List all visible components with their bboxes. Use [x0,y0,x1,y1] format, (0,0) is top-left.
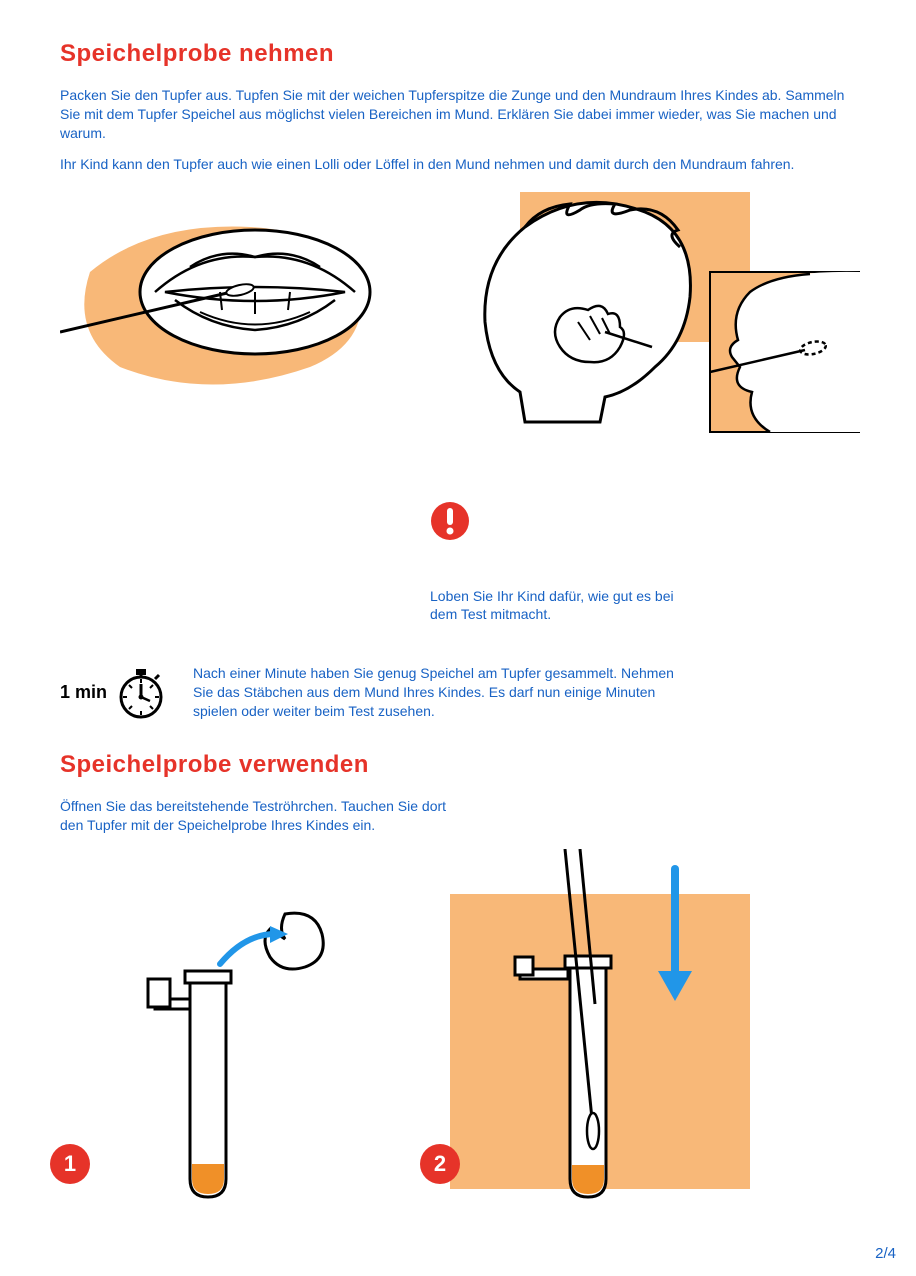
timer-text: Nach einer Minute haben Sie genug Speich… [193,664,693,721]
step2-illustration: 2 [420,849,770,1214]
step1-illustration: 1 [60,899,330,1214]
section1-para2: Ihr Kind kann den Tupfer auch wie einen … [60,155,856,174]
alert-icon [430,501,470,541]
page-number: 2/4 [875,1245,896,1262]
alert-text: Loben Sie Ihr Kind dafür, wie gut es bei… [430,587,690,625]
section2-para1: Öffnen Sie das bereitstehende Teströhrch… [60,797,460,835]
timer-label: 1 min [60,682,107,703]
illustration-row-top: Loben Sie Ihr Kind dafür, wie gut es bei… [60,192,856,625]
step1-badge: 1 [50,1144,90,1184]
stopwatch-icon [113,665,168,720]
timer-row: 1 min Nach einer Minute haben Sie ge [60,664,856,721]
step2-badge: 2 [420,1144,460,1184]
steps-row: 1 2 [60,849,856,1214]
section1-para1: Packen Sie den Tupfer aus. Tupfen Sie mi… [60,86,856,143]
mouth-swab-illustration [60,192,400,625]
child-hand-illustration: Loben Sie Ihr Kind dafür, wie gut es bei… [430,192,860,625]
section1-heading: Speichelprobe nehmen [60,40,856,68]
section2-heading: Speichelprobe verwenden [60,751,856,779]
